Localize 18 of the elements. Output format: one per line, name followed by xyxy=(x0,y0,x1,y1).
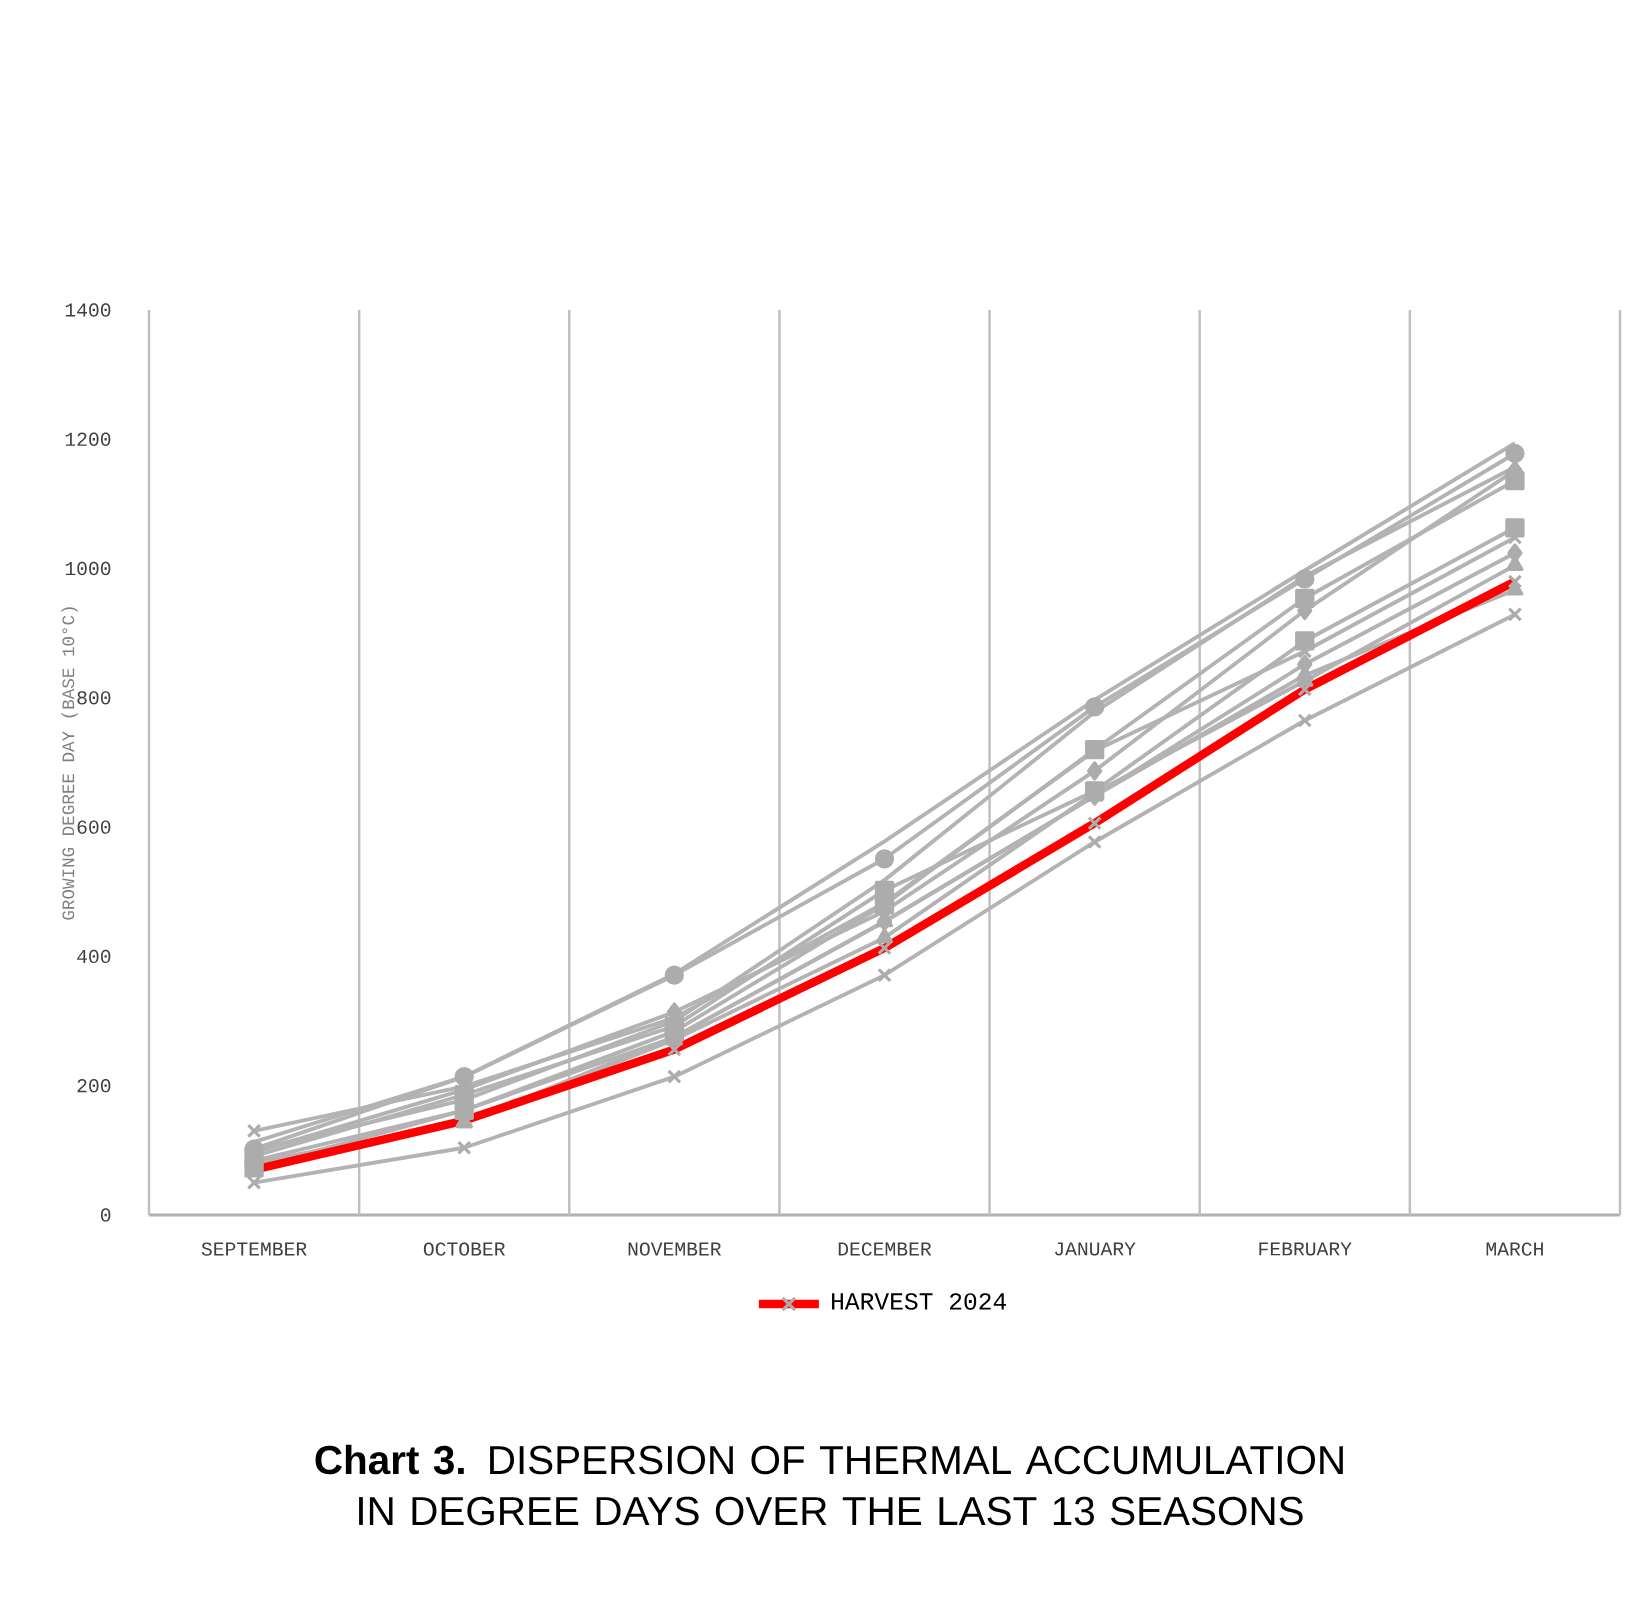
x-tick-label: JANUARY xyxy=(1055,1242,1136,1256)
y-tick-label: 400 xyxy=(77,949,111,964)
y-tick-label: 0 xyxy=(100,1208,111,1222)
y-tick-label: 800 xyxy=(77,691,111,705)
y-tick-label: 200 xyxy=(77,1079,111,1093)
y-tick-label: 1000 xyxy=(65,561,111,576)
x-tick-label: SEPTEMBER xyxy=(201,1242,307,1256)
x-tick-label: OCTOBER xyxy=(423,1242,506,1256)
y-tick-label: 1200 xyxy=(65,432,111,446)
y-axis-title: GROWING DEGREE DAY (BASE 10°C) xyxy=(61,607,78,920)
x-tick-label: FEBRUARY xyxy=(1259,1242,1352,1256)
x-tick-label: DECEMBER xyxy=(838,1242,932,1256)
text: Chart 3. DISPERSION OF THERMAL ACCUMULATION IN DEGREE DAYS OVER THE LAST 13 SEASONS xyxy=(315,1444,1343,1526)
x-tick-label: NOVEMBER xyxy=(628,1242,722,1256)
y-tick-label: 600 xyxy=(77,820,111,834)
y-tick-label: 1400 xyxy=(65,303,111,317)
legend-label: HARVEST 2024 xyxy=(832,1293,1006,1310)
x-tick-label: MARCH xyxy=(1486,1242,1543,1256)
